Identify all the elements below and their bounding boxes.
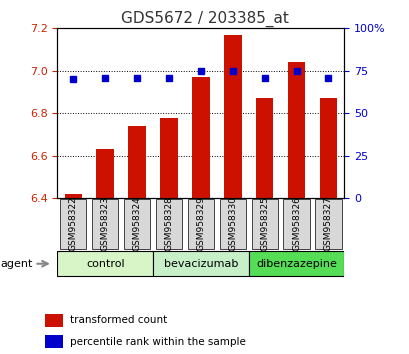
Text: agent: agent — [0, 259, 32, 269]
Bar — [255, 98, 273, 198]
Bar — [187, 199, 213, 249]
Text: dibenzazepine: dibenzazepine — [256, 259, 336, 269]
Bar — [160, 118, 178, 198]
Text: GSM958325: GSM958325 — [260, 196, 269, 251]
Bar — [65, 194, 82, 198]
Bar — [124, 199, 150, 249]
Bar — [153, 251, 248, 276]
Bar — [287, 62, 305, 198]
Bar — [96, 149, 114, 198]
Bar — [128, 126, 146, 198]
Text: GSM958330: GSM958330 — [228, 196, 237, 251]
Bar — [155, 199, 182, 249]
Text: GSM958326: GSM958326 — [291, 196, 300, 251]
Bar — [192, 77, 209, 198]
Bar — [92, 199, 118, 249]
Text: bevacizumab: bevacizumab — [163, 259, 238, 269]
Bar — [57, 251, 153, 276]
Bar — [219, 199, 245, 249]
Text: GSM958329: GSM958329 — [196, 196, 205, 251]
Bar — [283, 199, 309, 249]
Bar — [45, 314, 63, 327]
Text: GSM958323: GSM958323 — [101, 196, 110, 251]
Bar — [45, 335, 63, 348]
Text: GDS5672 / 203385_at: GDS5672 / 203385_at — [121, 11, 288, 27]
Text: GSM958328: GSM958328 — [164, 196, 173, 251]
Bar — [60, 199, 86, 249]
Text: percentile rank within the sample: percentile rank within the sample — [70, 337, 245, 347]
Bar — [248, 251, 344, 276]
Bar — [315, 199, 341, 249]
Bar — [319, 98, 336, 198]
Bar — [223, 35, 241, 198]
Text: GSM958327: GSM958327 — [323, 196, 332, 251]
Text: GSM958322: GSM958322 — [69, 196, 78, 251]
Text: GSM958324: GSM958324 — [132, 196, 141, 251]
Text: control: control — [86, 259, 124, 269]
Bar — [251, 199, 277, 249]
Text: transformed count: transformed count — [70, 315, 167, 325]
